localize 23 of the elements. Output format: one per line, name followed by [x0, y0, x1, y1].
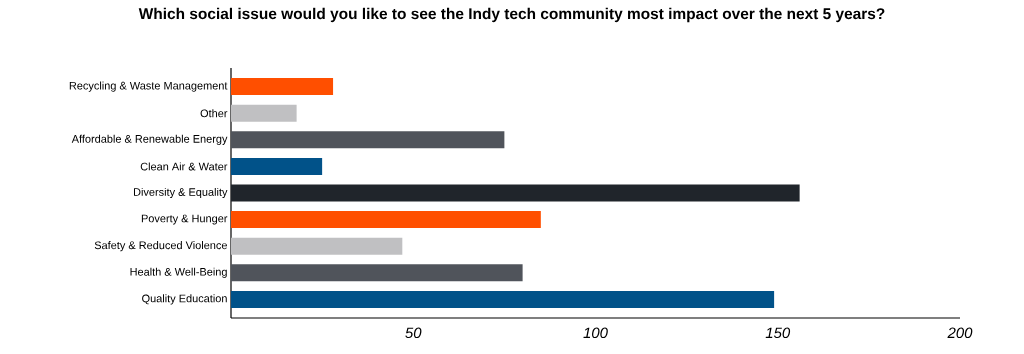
bar [231, 290, 775, 308]
y-tick-label: Health & Well-Being [130, 267, 227, 278]
bar [231, 264, 523, 282]
y-tick-label: Poverty & Hunger [141, 214, 228, 225]
bar [231, 78, 334, 96]
y-tick-label: Affordable & Renewable Energy [71, 134, 228, 145]
y-tick-label: Diversity & Equality [133, 187, 228, 199]
bar [231, 104, 297, 122]
bar [231, 131, 505, 149]
y-tick-label: Other [200, 109, 228, 118]
bar [231, 157, 323, 175]
chart-title: Which social issue would you like to see the Indy tech community most impact over the next 5 years? [138, 7, 885, 23]
y-tick-label: Recycling & Waste Management [69, 81, 228, 92]
x-tick-label: 50 [405, 327, 422, 339]
bar [231, 211, 541, 229]
bar [231, 237, 403, 255]
x-tick-label: 100 [583, 327, 608, 339]
bar [231, 184, 800, 202]
y-tick-label: Clean Air & Water [140, 162, 228, 171]
x-tick-label: 150 [765, 327, 791, 339]
y-tick-label: Safety & Reduced Violence [94, 241, 227, 252]
y-tick-label: Quality Education [142, 294, 227, 305]
x-tick-label: 200 [947, 327, 973, 339]
